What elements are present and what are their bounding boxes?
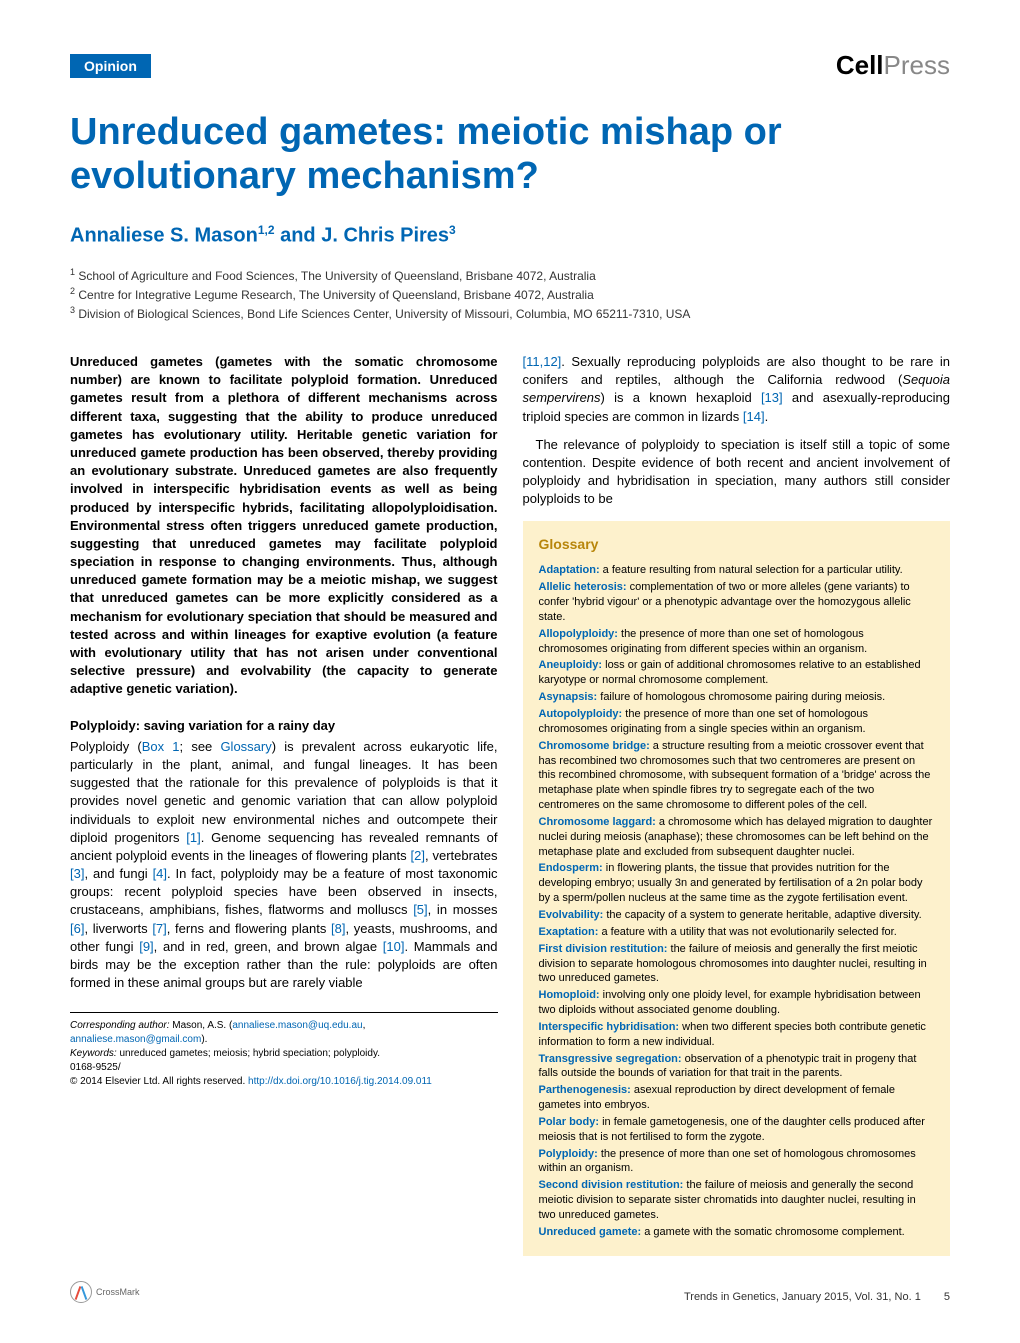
page-footer: CrossMark Trends in Genetics, January 20… (70, 1281, 950, 1303)
glossary-term: Adaptation: (539, 564, 600, 576)
glossary-item: Second division restitution: the failure… (539, 1178, 935, 1223)
page-number: 5 (944, 1291, 950, 1303)
affiliation-3: 3 Division of Biological Sciences, Bond … (70, 304, 950, 323)
glossary-item: First division restitution: the failure … (539, 942, 935, 987)
glossary-term: Homoploid: (539, 989, 600, 1001)
glossary-link[interactable]: Glossary (220, 739, 271, 754)
affiliation-1: 1 School of Agriculture and Food Science… (70, 266, 950, 285)
glossary-item: Polar body: in female gametogenesis, one… (539, 1115, 935, 1145)
glossary-term: Endosperm: (539, 862, 603, 874)
section1-para: Polyploidy (Box 1; see Glossary) is prev… (70, 738, 498, 993)
glossary-item: Allelic heterosis: complementation of tw… (539, 580, 935, 625)
ref-9[interactable]: [9] (139, 939, 153, 954)
glossary-item: Asynapsis: failure of homologous chromos… (539, 690, 935, 705)
left-column: Unreduced gametes (gametes with the soma… (70, 353, 498, 1256)
corresponding: Corresponding author: Mason, A.S. (annal… (70, 1019, 498, 1047)
ref-8[interactable]: [8] (331, 921, 345, 936)
email-2[interactable]: annaliese.mason@gmail.com (70, 1034, 201, 1045)
authors: Annaliese S. Mason1,2 and J. Chris Pires… (70, 223, 950, 248)
glossary-item: Homoploid: involving only one ploidy lev… (539, 988, 935, 1018)
glossary-item: Aneuploidy: loss or gain of additional c… (539, 658, 935, 688)
glossary-term: Transgressive segregation: (539, 1053, 682, 1065)
ref-10[interactable]: [10] (383, 939, 405, 954)
crossmark-label: CrossMark (96, 1287, 140, 1297)
glossary-box: Glossary Adaptation: a feature resulting… (523, 521, 951, 1256)
glossary-item: Evolvability: the capacity of a system t… (539, 908, 935, 923)
glossary-term: Second division restitution: (539, 1179, 684, 1191)
cellpress-logo: CellPress (836, 50, 950, 81)
affiliations: 1 School of Agriculture and Food Science… (70, 266, 950, 323)
glossary-def: a gamete with the somatic chromosome com… (641, 1226, 905, 1238)
issn: 0168-9525/ (70, 1061, 498, 1075)
glossary-term: First division restitution: (539, 943, 668, 955)
logo-cell: Cell (836, 50, 884, 80)
glossary-term: Allopolyploidy: (539, 628, 618, 640)
glossary-item: Polyploidy: the presence of more than on… (539, 1147, 935, 1177)
glossary-term: Exaptation: (539, 926, 599, 938)
ref-14[interactable]: [14] (743, 409, 765, 424)
article-title: Unreduced gametes: meiotic mishap or evo… (70, 111, 950, 198)
email-1[interactable]: annaliese.mason@uq.edu.au (232, 1020, 362, 1031)
ref-3[interactable]: [3] (70, 866, 84, 881)
ref-4[interactable]: [4] (153, 866, 167, 881)
header-row: Opinion CellPress (70, 50, 950, 81)
glossary-term: Allelic heterosis: (539, 581, 627, 593)
glossary-term: Unreduced gamete: (539, 1226, 642, 1238)
glossary-item: Autopolyploidy: the presence of more tha… (539, 707, 935, 737)
glossary-term: Polar body: (539, 1116, 600, 1128)
author-2-sup: 3 (449, 223, 456, 237)
columns: Unreduced gametes (gametes with the soma… (70, 353, 950, 1256)
opinion-badge: Opinion (70, 54, 151, 78)
ref-1[interactable]: [1] (186, 830, 200, 845)
affiliation-2: 2 Centre for Integrative Legume Research… (70, 285, 950, 304)
glossary-term: Chromosome bridge: (539, 740, 650, 752)
glossary-item: Interspecific hybridisation: when two di… (539, 1020, 935, 1050)
col2-para1: [11,12]. Sexually reproducing polyploids… (523, 353, 951, 426)
glossary-item: Chromosome laggard: a chromosome which h… (539, 815, 935, 860)
copyright: © 2014 Elsevier Ltd. All rights reserved… (70, 1075, 498, 1089)
ref-6[interactable]: [6] (70, 921, 84, 936)
author-1-sup: 1,2 (258, 223, 275, 237)
glossary-def: a feature with a utility that was not ev… (598, 926, 896, 938)
footer-block: Corresponding author: Mason, A.S. (annal… (70, 1012, 498, 1089)
glossary-def: the capacity of a system to generate her… (603, 909, 921, 921)
ref-13[interactable]: [13] (761, 390, 783, 405)
glossary-item: Endosperm: in flowering plants, the tiss… (539, 861, 935, 906)
glossary-item: Allopolyploidy: the presence of more tha… (539, 627, 935, 657)
glossary-item: Adaptation: a feature resulting from nat… (539, 563, 935, 578)
glossary-term: Asynapsis: (539, 691, 598, 703)
glossary-term: Polyploidy: (539, 1148, 598, 1160)
glossary-item: Unreduced gamete: a gamete with the soma… (539, 1225, 935, 1240)
ref-5[interactable]: [5] (413, 902, 427, 917)
glossary-term: Autopolyploidy: (539, 708, 623, 720)
glossary-item: Transgressive segregation: observation o… (539, 1052, 935, 1082)
glossary-title: Glossary (539, 535, 935, 554)
crossmark[interactable]: CrossMark (70, 1281, 140, 1303)
glossary-item: Exaptation: a feature with a utility tha… (539, 925, 935, 940)
glossary-term: Chromosome laggard: (539, 816, 656, 828)
right-column: [11,12]. Sexually reproducing polyploids… (523, 353, 951, 1256)
ref-2[interactable]: [2] (411, 848, 425, 863)
ref-7[interactable]: [7] (152, 921, 166, 936)
glossary-term: Aneuploidy: (539, 659, 603, 671)
glossary-term: Evolvability: (539, 909, 604, 921)
section-heading: Polyploidy: saving variation for a rainy… (70, 717, 498, 735)
author-1: Annaliese S. Mason (70, 225, 258, 247)
author-and: and J. Chris Pires (275, 225, 450, 247)
abstract: Unreduced gametes (gametes with the soma… (70, 353, 498, 699)
ref-11-12[interactable]: [11,12] (523, 354, 562, 369)
glossary-term: Interspecific hybridisation: (539, 1021, 680, 1033)
glossary-term: Parthenogenesis: (539, 1084, 631, 1096)
col2-para2: The relevance of polyploidy to speciatio… (523, 436, 951, 509)
glossary-item: Parthenogenesis: asexual reproduction by… (539, 1083, 935, 1113)
logo-press: Press (884, 50, 950, 80)
crossmark-icon (70, 1281, 92, 1303)
glossary-def: a feature resulting from natural selecti… (600, 564, 903, 576)
doi-link[interactable]: http://dx.doi.org/10.1016/j.tig.2014.09.… (248, 1076, 432, 1087)
box-link[interactable]: Box 1 (142, 739, 180, 754)
keywords: Keywords: unreduced gametes; meiosis; hy… (70, 1047, 498, 1061)
glossary-item: Chromosome bridge: a structure resulting… (539, 739, 935, 813)
glossary-def: failure of homologous chromosome pairing… (597, 691, 885, 703)
journal-info: Trends in Genetics, January 2015, Vol. 3… (684, 1291, 950, 1303)
